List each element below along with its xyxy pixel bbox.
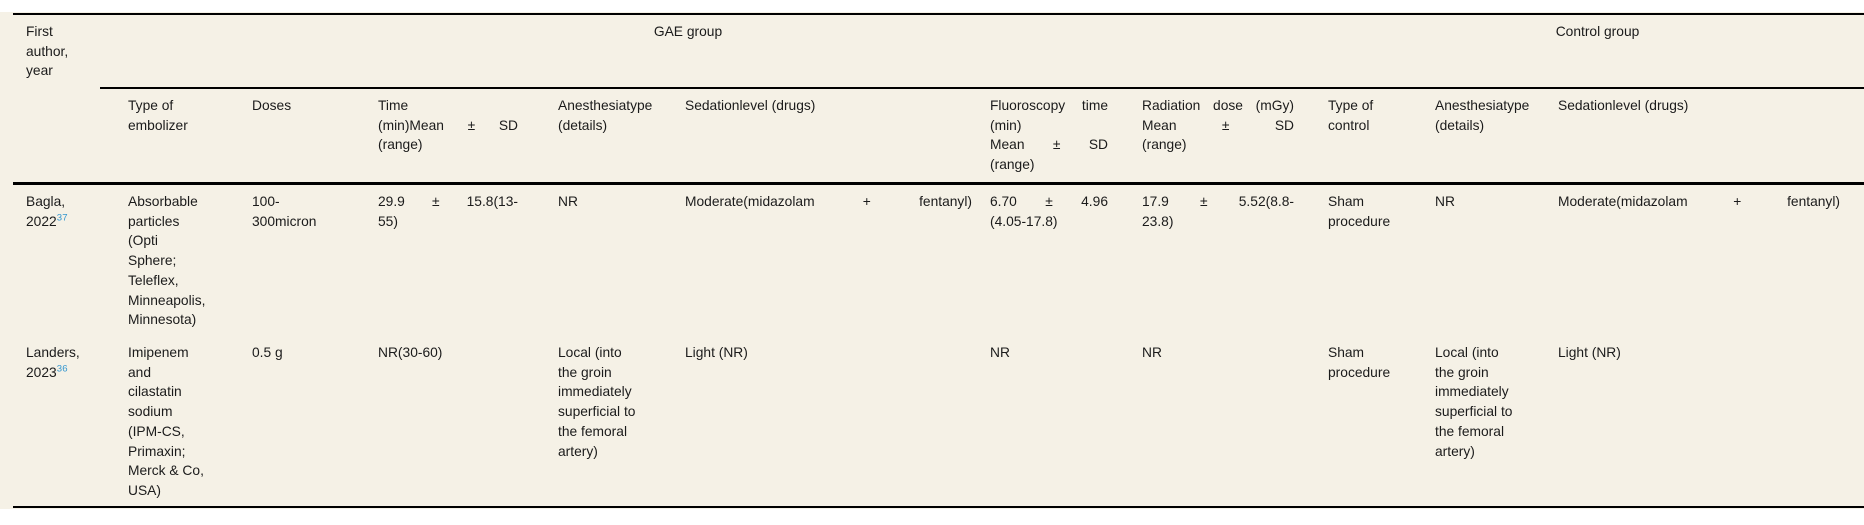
cell-type-of-embolizer: Imipenem and cilastatin sodium (IPM-CS, Prima… [128,345,204,498]
cell-sedation: Light (NR) [685,345,748,360]
col-header-type-of-embolizer: Type of embolizer [128,98,188,133]
group-header-row: First author, year GAE group Control group [26,22,1851,81]
table-top-rule [13,13,1864,15]
cell-radiation-dose: 17.9 ± 5.52(8.8- 23.8) [1142,194,1294,229]
table-row-landers-2023: Landers, 202336 Imipenem and cilastatin sod… [26,343,1851,501]
cell-time: 29.9 ± 15.8(13- 55) [378,194,518,229]
group-header-control: Control group [1555,24,1640,39]
author-year: 202237 [26,212,68,229]
cell-radiation-dose: NR [1142,345,1162,360]
author-year: 202336 [26,363,68,380]
cell-doses: 100- 300micron [252,194,317,229]
cell-type-of-control: Sham procedure [1328,194,1391,229]
cell-fluoroscopy-time: NR [990,345,1010,360]
author-name: Bagla, [26,194,66,209]
table-bottom-rule [13,506,1864,509]
cell-author: Landers, 202336 [26,343,128,382]
table-background [0,12,1864,509]
col-header-radiation-dose: Radiation dose (mGy) Mean ± SD (range) [1142,98,1294,153]
col-header-doses: Doses [252,98,292,113]
table-row-bagla-2022: Bagla, 202237 Absorbable particles (Opti Sp… [26,192,1851,330]
cell-type-of-embolizer: Absorbable particles (Opti Sphere; Teleflex,… [128,194,206,328]
author-name: Landers, [26,345,80,360]
cell-author: Bagla, 202237 [26,192,128,231]
cell-time: NR(30-60) [378,345,443,360]
cell-control-anesthesia: NR [1435,194,1455,209]
cell-control-sedation: Light (NR) [1558,345,1621,360]
col-header-sedation: Sedationlevel (drugs) [685,98,816,113]
citation-ref-link[interactable]: 36 [56,363,68,375]
col-header-control-anesthesia: Anesthesiatype (details) [1435,98,1530,133]
cell-fluoroscopy-time: 6.70 ± 4.96 (4.05-17.8) [990,194,1108,229]
cell-anesthesia: NR [558,194,578,209]
col-header-control-sedation: Sedationlevel (drugs) [1558,98,1689,113]
cell-doses: 0.5 g [252,345,283,360]
col-header-first-author: First author, year [26,24,69,79]
cell-control-sedation: Moderate(midazolam + fentanyl) [1558,194,1840,209]
cell-anesthesia: Local (into the groin immediately superfici… [558,345,636,459]
group-header-rule [100,87,1864,90]
col-header-fluoroscopy-time: Fluoroscopy time (min) Mean ± SD (range) [990,98,1108,173]
col-header-type-of-control: Type of control [1328,98,1374,133]
cell-control-anesthesia: Local (into the groin immediately superfici… [1435,345,1513,459]
header-bottom-rule [13,182,1864,185]
col-header-time: Time (min)Mean ± SD (range) [378,98,518,153]
citation-ref-link[interactable]: 37 [56,212,68,224]
cell-type-of-control: Sham procedure [1328,345,1391,380]
group-header-gae: GAE group [653,24,723,39]
column-header-row: Type of embolizer Doses Time (min)Mean ± S… [26,96,1851,175]
cell-sedation: Moderate(midazolam + fentanyl) [685,194,972,209]
col-header-anesthesia: Anesthesiatype (details) [558,98,653,133]
